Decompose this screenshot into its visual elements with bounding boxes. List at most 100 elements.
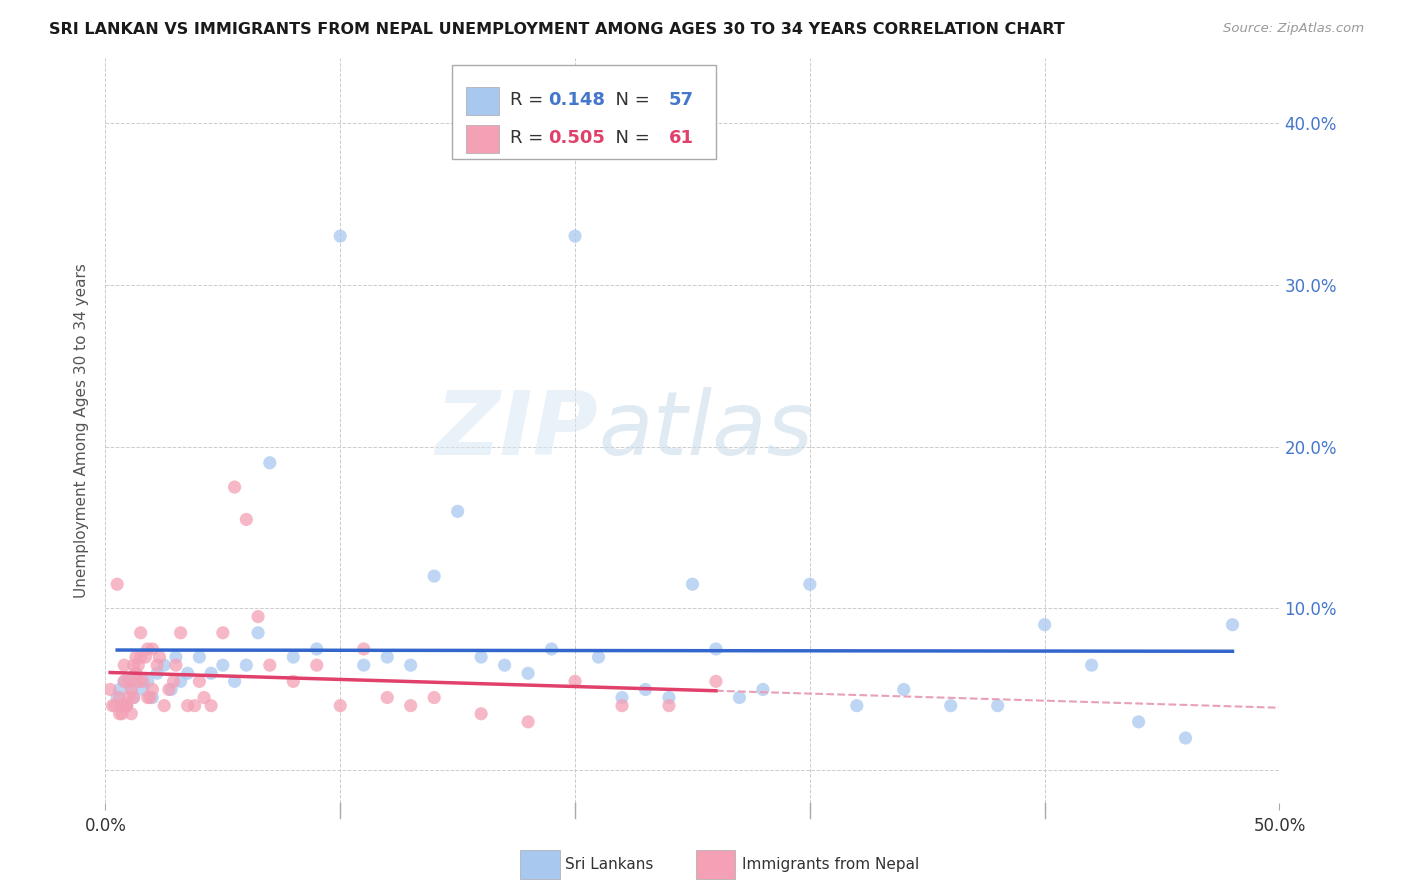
Point [470, 650, 492, 665]
Point [728, 690, 751, 705]
Point [752, 682, 775, 697]
Point [845, 698, 868, 713]
Point [329, 698, 352, 713]
Point [165, 658, 187, 673]
Point [101, 698, 124, 713]
Point [423, 690, 446, 705]
Point [118, 690, 141, 705]
Point [375, 650, 398, 665]
Point [132, 674, 155, 689]
Point [120, 706, 142, 721]
Point [658, 690, 681, 705]
Point [704, 674, 727, 689]
Text: SRI LANKAN VS IMMIGRANTS FROM NEPAL UNEMPLOYMENT AMONG AGES 30 TO 34 YEARS CORRE: SRI LANKAN VS IMMIGRANTS FROM NEPAL UNEM… [49, 22, 1064, 37]
Point [141, 642, 163, 657]
Point [423, 569, 446, 583]
Point [247, 625, 270, 640]
Point [564, 674, 586, 689]
Text: N =: N = [605, 129, 657, 147]
Point [470, 706, 492, 721]
Point [634, 682, 657, 697]
Point [200, 666, 222, 681]
Point [329, 229, 352, 244]
Text: N =: N = [605, 92, 657, 110]
Text: Source: ZipAtlas.com: Source: ZipAtlas.com [1223, 22, 1364, 36]
Point [146, 658, 169, 673]
Point [494, 658, 516, 673]
Point [176, 698, 198, 713]
Point [129, 674, 152, 689]
Point [399, 698, 422, 713]
Point [704, 642, 727, 657]
Point [224, 674, 246, 689]
Point [122, 690, 145, 705]
Text: Immigrants from Nepal: Immigrants from Nepal [742, 857, 920, 871]
Point [118, 674, 141, 689]
Point [211, 625, 233, 640]
Bar [465, 87, 499, 115]
Point [564, 229, 586, 244]
Point [305, 642, 328, 657]
Point [283, 674, 305, 689]
Point [658, 698, 681, 713]
Point [148, 650, 170, 665]
Text: Sri Lankans: Sri Lankans [565, 857, 654, 871]
Point [939, 698, 962, 713]
Point [115, 698, 138, 713]
Point [134, 650, 156, 665]
Point [122, 658, 145, 673]
Point [447, 504, 470, 518]
Point [1128, 714, 1150, 729]
Point [235, 658, 257, 673]
Text: ZIP: ZIP [436, 387, 599, 474]
Text: R =: R = [510, 129, 550, 147]
Point [118, 674, 141, 689]
Point [122, 690, 145, 705]
Text: 0.148: 0.148 [548, 92, 605, 110]
Bar [451, 65, 716, 159]
Point [153, 658, 176, 673]
Y-axis label: Unemployment Among Ages 30 to 34 years: Unemployment Among Ages 30 to 34 years [75, 263, 90, 598]
Point [112, 658, 135, 673]
Point [399, 658, 422, 673]
Point [1174, 731, 1197, 745]
Point [132, 682, 155, 697]
Point [1033, 617, 1056, 632]
Point [120, 682, 142, 697]
Point [125, 666, 148, 681]
Point [111, 698, 134, 713]
Point [235, 512, 257, 526]
Bar [465, 125, 499, 153]
Point [247, 609, 270, 624]
Point [112, 674, 135, 689]
Point [115, 698, 138, 713]
Point [139, 690, 162, 705]
Point [799, 577, 821, 591]
Point [136, 642, 159, 657]
Point [169, 625, 191, 640]
Text: R =: R = [510, 92, 550, 110]
Point [283, 650, 305, 665]
Point [224, 480, 246, 494]
Text: atlas: atlas [599, 387, 814, 474]
Point [375, 690, 398, 705]
Point [610, 690, 633, 705]
Point [517, 714, 540, 729]
Point [104, 698, 127, 713]
Point [893, 682, 915, 697]
Point [129, 625, 152, 640]
Point [987, 698, 1010, 713]
Point [125, 650, 148, 665]
Point [111, 698, 134, 713]
Point [120, 682, 142, 697]
Point [188, 674, 211, 689]
Point [353, 642, 375, 657]
Point [108, 706, 131, 721]
Point [1080, 658, 1102, 673]
Point [169, 674, 191, 689]
Point [610, 698, 633, 713]
Point [188, 650, 211, 665]
Point [108, 682, 131, 697]
Point [105, 690, 128, 705]
Point [160, 682, 183, 697]
